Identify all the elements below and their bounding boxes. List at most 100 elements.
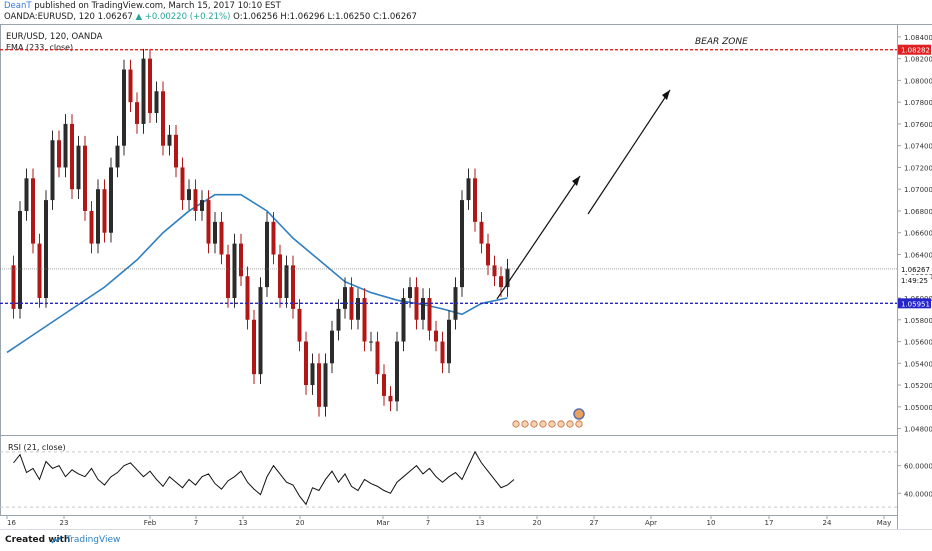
event-marker — [566, 420, 574, 428]
tradingview-brand[interactable]: TradingView — [66, 535, 121, 545]
price-chart[interactable]: EUR/USD, 120, OANDA EMA (233, close) RSI… — [0, 24, 932, 529]
candle-body — [70, 123, 74, 190]
candle-body — [141, 58, 146, 124]
event-icon[interactable] — [573, 408, 585, 420]
candle-body — [239, 243, 243, 277]
time-tick-label: 13 — [239, 519, 248, 527]
candle-body — [401, 298, 406, 342]
time-axis-ticks: 16 23 Feb 7 13 20 Mar 7 13 20 27 Apr 10 17 24 May — [6, 515, 891, 527]
candle-body — [18, 210, 22, 309]
price-tick-label: 1.05800 — [904, 317, 932, 325]
time-tick-label: 16 — [7, 519, 16, 527]
price-tick-label: 1.07600 — [904, 121, 932, 129]
candle-body — [330, 330, 334, 364]
candle-body — [109, 167, 113, 233]
candle-body — [505, 268, 510, 288]
time-tick-label: 7 — [426, 519, 430, 527]
event-marker — [557, 420, 565, 428]
time-tick-label: 10 — [707, 519, 716, 527]
candle-body — [265, 221, 269, 288]
created-with-label: Created with — [5, 535, 71, 545]
candle-body — [258, 287, 263, 375]
price-tick-label: 1.05000 — [904, 404, 932, 412]
ema-legend: EMA (233, close) — [6, 43, 73, 52]
event-marker — [548, 420, 556, 428]
price-tick-label: 1.07200 — [904, 164, 932, 172]
rsi-tick-label: 60.0000 — [904, 463, 932, 471]
time-tick-label: 13 — [476, 519, 485, 527]
support-price-label: 1.05951 — [901, 300, 930, 308]
candles-layer — [11, 48, 510, 417]
time-tick-label: Mar — [376, 519, 389, 527]
candle-body — [167, 134, 172, 146]
time-tick-label: 7 — [194, 519, 198, 527]
candle-body — [440, 341, 445, 364]
candle-body — [122, 69, 126, 146]
candle-body — [161, 91, 165, 146]
candle-body — [187, 189, 191, 201]
candle-body — [44, 200, 48, 298]
event-marker — [521, 420, 529, 428]
candle-body — [11, 265, 16, 309]
price-tick-label: 1.06400 — [904, 251, 932, 259]
candle-body — [83, 145, 87, 211]
footer-bar: Created with TradingView — [0, 529, 932, 551]
price-tick-label: 1.05600 — [904, 339, 932, 347]
candle-body — [304, 341, 308, 386]
candle-body — [291, 265, 295, 309]
price-labels: 1.08282 1.06267 1:49:25 1.05951 — [898, 44, 931, 309]
last-price-label: 1.06267 — [901, 266, 930, 274]
last-price-label-box — [898, 263, 931, 274]
rsi-pane-frame — [0, 435, 898, 516]
candle-body — [232, 243, 237, 298]
price-tick-label: 1.08000 — [904, 77, 932, 85]
support-price-label-box — [898, 298, 931, 309]
candle-body — [57, 140, 61, 168]
candle-body — [278, 254, 282, 298]
time-tick-label: 20 — [533, 519, 542, 527]
candle-body — [421, 298, 425, 320]
candle-body — [219, 221, 224, 255]
publisher-line: DeanT published on TradingView.com, Marc… — [4, 1, 281, 11]
price-tick-label: 1.06800 — [904, 208, 932, 216]
economic-events[interactable] — [512, 408, 585, 428]
ema-layer — [6, 193, 508, 354]
price-tick-label: 1.04800 — [904, 426, 932, 434]
tradingview-logo-icon — [51, 536, 62, 544]
candle-body — [63, 123, 68, 168]
candle-body — [206, 200, 211, 244]
author-link[interactable]: DeanT — [4, 1, 32, 11]
candle-body — [323, 363, 328, 407]
candle-body — [128, 69, 133, 103]
candle-body — [375, 341, 380, 375]
ema-line — [6, 193, 508, 354]
price-change: ▲ +0.00220 (+0.21%) — [135, 12, 231, 22]
candle-body — [343, 287, 347, 309]
candle-body — [369, 341, 373, 343]
candle-body — [408, 287, 412, 298]
candle-body — [271, 221, 276, 255]
candle-body — [356, 298, 360, 320]
candle-body — [37, 243, 42, 298]
symbol-quote-line: OANDA:EURUSD, 120 1.06267 ▲ +0.00220 (+0… — [4, 12, 417, 22]
arrow-line-1 — [496, 175, 581, 300]
price-tick-label: 1.06600 — [904, 230, 932, 238]
rsi-reference-lines — [0, 451, 897, 508]
candle-body — [24, 178, 29, 211]
candle-body — [492, 265, 497, 277]
levels-layer — [0, 49, 897, 305]
candle-body — [388, 395, 393, 402]
candle-body — [466, 178, 471, 201]
candle-body — [148, 58, 152, 114]
time-tick-label: 23 — [60, 519, 69, 527]
symbol-price: OANDA:EURUSD, 120 1.06267 — [4, 12, 133, 22]
event-marker — [512, 420, 520, 428]
candle-body — [180, 167, 185, 201]
rsi-title: RSI (21, close) — [8, 443, 66, 452]
main-pane-frame — [0, 24, 898, 436]
candle-body — [284, 265, 289, 298]
candle-body — [434, 330, 438, 342]
projection-arrows — [496, 89, 671, 300]
price-tick-label: 1.07800 — [904, 99, 932, 107]
candle-body — [31, 178, 35, 244]
